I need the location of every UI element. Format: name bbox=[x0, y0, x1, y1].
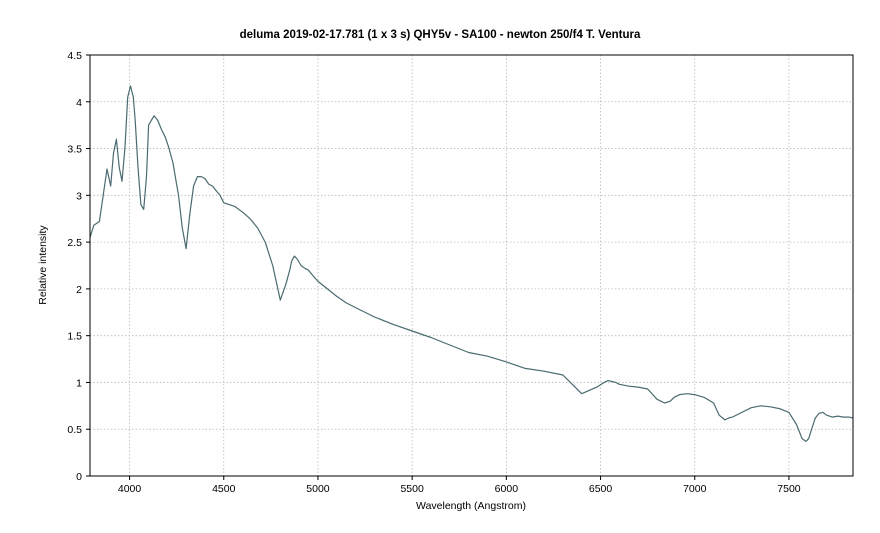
y-tick-label: 0.5 bbox=[67, 424, 82, 436]
x-tick-label: 7000 bbox=[683, 483, 707, 495]
y-tick-label: 4.5 bbox=[67, 50, 82, 62]
x-tick-label: 4000 bbox=[118, 483, 142, 495]
y-axis-label: Relative intensity bbox=[37, 225, 49, 305]
x-tick-label: 7500 bbox=[777, 483, 801, 495]
y-tick-label: 1 bbox=[76, 377, 82, 389]
grid-lines bbox=[90, 55, 853, 476]
y-tick-label: 4 bbox=[76, 97, 82, 109]
y-tick-label: 3 bbox=[76, 190, 82, 202]
x-tick-label: 6500 bbox=[589, 483, 613, 495]
x-tick-label: 4500 bbox=[212, 483, 236, 495]
y-tick-label: 3.5 bbox=[67, 144, 82, 156]
x-tick-label: 5000 bbox=[306, 483, 330, 495]
x-tick-label: 5500 bbox=[400, 483, 424, 495]
y-tick-label: 2 bbox=[76, 284, 82, 296]
plot-frame bbox=[89, 54, 854, 477]
y-tick-label: 1.5 bbox=[67, 331, 82, 343]
spectrum-series-line bbox=[89, 85, 854, 442]
x-tick-label: 6000 bbox=[495, 483, 519, 495]
x-axis-label: Wavelength (Angstrom) bbox=[416, 500, 526, 512]
y-tick-label: 2.5 bbox=[67, 237, 82, 249]
y-tick-label: 0 bbox=[76, 471, 82, 483]
axis-ticks: 4000 4500 5000 5500 6000 6500 7000 7500 0 0.5 1 1.5… bbox=[67, 50, 800, 495]
chart-title: deluma 2019-02-17.781 (1 x 3 s) QHY5v - … bbox=[240, 29, 641, 41]
